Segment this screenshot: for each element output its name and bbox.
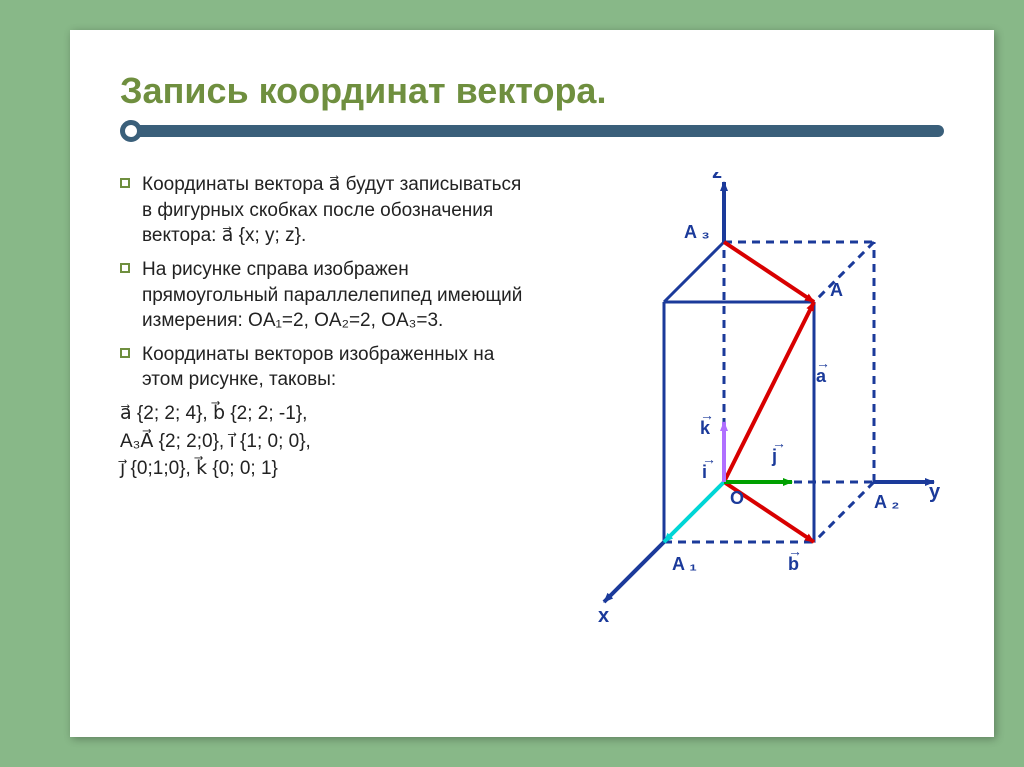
svg-text:A ₁: A ₁ xyxy=(672,554,697,574)
svg-text:y: y xyxy=(929,481,941,503)
svg-text:z: z xyxy=(712,172,722,183)
text-column: Координаты вектора a⃗ будут записываться… xyxy=(120,172,524,657)
bullet-text: На рисунке справа изображен прямоугольны… xyxy=(142,257,524,334)
svg-text:i: i xyxy=(702,462,707,482)
accent-bar xyxy=(120,122,944,142)
diagram-column: zyxOA ₁A ₂A ₃A→a→b→i→j→k xyxy=(544,172,944,657)
svg-text:j: j xyxy=(771,446,777,466)
formula-line: A₃A⃗ {2; 2;0}, i⃗ {1; 0; 0}, xyxy=(120,429,524,455)
formula-line: j⃗ {0;1;0}, k⃗ {0; 0; 1} xyxy=(120,456,524,482)
svg-text:A ₃: A ₃ xyxy=(684,222,710,242)
bullet-text: Координаты вектора a⃗ будут записываться… xyxy=(142,172,524,249)
bullet-marker-icon xyxy=(120,348,130,358)
slide: Запись координат вектора. Координаты век… xyxy=(70,30,994,737)
svg-text:b: b xyxy=(788,554,799,574)
content-row: Координаты вектора a⃗ будут записываться… xyxy=(120,172,944,657)
bullet-item: Координаты векторов изображенных на этом… xyxy=(120,342,524,393)
bullet-marker-icon xyxy=(120,263,130,273)
bullet-item: На рисунке справа изображен прямоугольны… xyxy=(120,257,524,334)
slide-title: Запись координат вектора. xyxy=(120,70,944,112)
bullet-item: Координаты вектора a⃗ будут записываться… xyxy=(120,172,524,249)
svg-text:A ₂: A ₂ xyxy=(874,492,899,512)
svg-text:a: a xyxy=(816,366,827,386)
svg-text:k: k xyxy=(700,418,711,438)
accent-bar-dot xyxy=(120,120,142,142)
svg-text:A: A xyxy=(830,280,843,300)
bullet-marker-icon xyxy=(120,178,130,188)
accent-bar-line xyxy=(130,125,944,137)
svg-text:O: O xyxy=(730,488,744,508)
coordinate-diagram: zyxOA ₁A ₂A ₃A→a→b→i→j→k xyxy=(544,172,944,652)
formula-line: a⃗ {2; 2; 4}, b⃗ {2; 2; -1}, xyxy=(120,401,524,427)
svg-text:x: x xyxy=(598,605,609,627)
bullet-text: Координаты векторов изображенных на этом… xyxy=(142,342,524,393)
